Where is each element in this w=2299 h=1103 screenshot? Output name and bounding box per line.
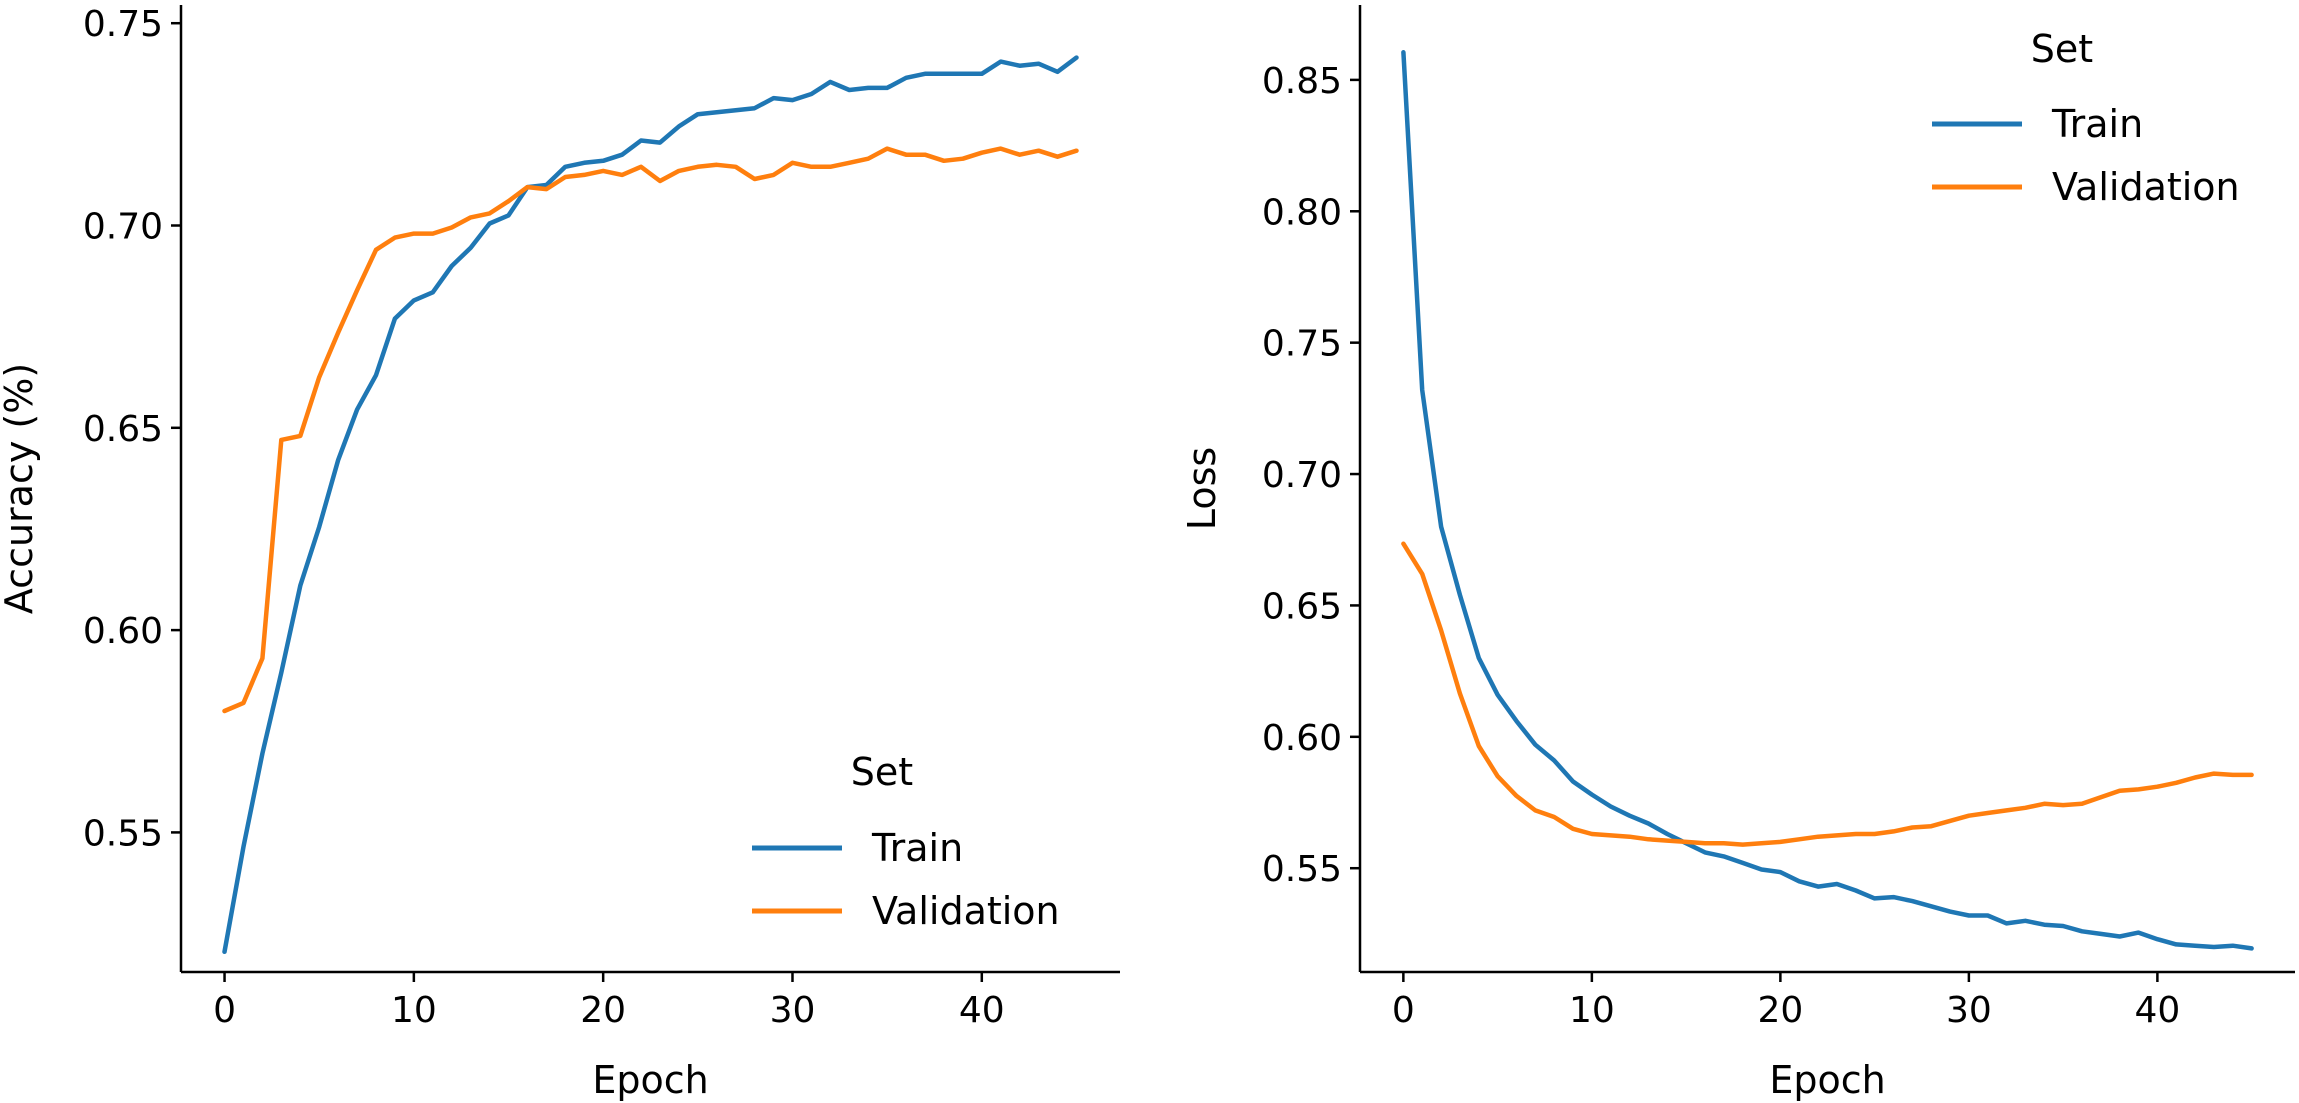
x-tick-label: 10 [1569, 990, 1615, 1031]
x-tick-label: 20 [1757, 990, 1803, 1031]
accuracy-chart-panel: 0 10 20 30 40 0.55 0.60 0.65 0.70 0.75 Epoch Accura… [0, 4, 1120, 1102]
legend-label-train: Train [871, 826, 963, 870]
y-tick-label: 0.70 [1262, 455, 1342, 496]
y-tick-label: 0.65 [83, 409, 163, 450]
legend-label-train: Train [2051, 102, 2143, 146]
x-tick-label: 30 [770, 990, 816, 1031]
x-tick-label: 40 [959, 990, 1005, 1031]
y-tick-label: 0.80 [1262, 192, 1342, 233]
x-tick-label: 0 [213, 990, 236, 1031]
legend-title: Set [2031, 27, 2093, 71]
legend-title: Set [851, 750, 913, 794]
series-line-validation [222, 146, 1079, 714]
legend-label-validation: Validation [2052, 165, 2240, 209]
legend: Set Train Validation [752, 750, 1060, 933]
y-tick-label: 0.75 [83, 4, 163, 45]
x-tick-label: 30 [1946, 990, 1992, 1031]
x-tick-label: 40 [2134, 990, 2180, 1031]
series-line-validation [1401, 541, 2254, 847]
y-axis-title: Loss [1180, 447, 1224, 530]
x-tick-label: 10 [391, 990, 437, 1031]
legend-label-validation: Validation [872, 889, 1060, 933]
series-line-train [222, 55, 1079, 955]
legend: Set Train Validation [1932, 27, 2240, 209]
y-tick-label: 0.65 [1262, 586, 1342, 627]
loss-chart-panel: 0 10 20 30 40 0.55 0.60 0.65 0.70 0.75 0.80 0.85 Epo… [1180, 5, 2295, 1102]
y-tick-label: 0.85 [1262, 61, 1342, 102]
x-tick-label: 0 [1392, 990, 1415, 1031]
x-axis-title: Epoch [592, 1058, 708, 1102]
x-axis-title: Epoch [1769, 1058, 1885, 1102]
y-tick-label: 0.60 [1262, 718, 1342, 759]
y-tick-label: 0.60 [83, 611, 163, 652]
series-line-train [1401, 50, 2254, 951]
y-tick-label: 0.55 [83, 813, 163, 854]
y-axis-title: Accuracy (%) [0, 363, 41, 614]
y-tick-label: 0.75 [1262, 324, 1342, 365]
y-tick-label: 0.55 [1262, 849, 1342, 890]
y-tick-label: 0.70 [83, 207, 163, 248]
x-tick-label: 20 [580, 990, 626, 1031]
